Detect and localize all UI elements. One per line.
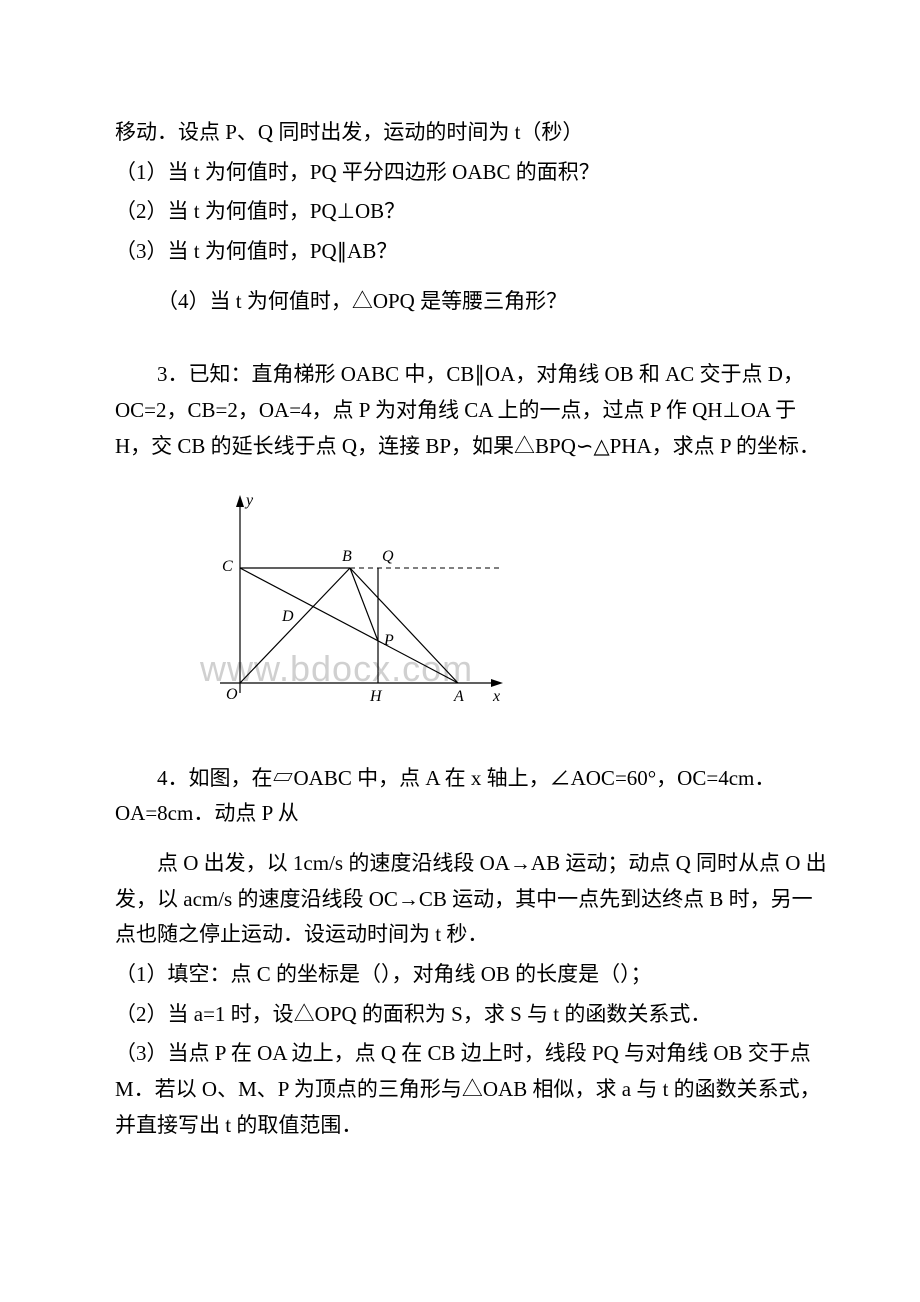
problem4-para1: 点 O 出发，以 1cm/s 的速度沿线段 OA→AB 运动；动点 Q 同时从点…	[115, 846, 830, 953]
label-P: P	[383, 632, 394, 649]
label-O: O	[226, 686, 238, 703]
problem4-q3: （3）当点 P 在 OA 边上，点 Q 在 CB 边上时，线段 PQ 与对角线 …	[115, 1036, 830, 1143]
label-x: x	[492, 688, 500, 705]
label-B: B	[342, 548, 352, 565]
label-A: A	[453, 688, 464, 705]
problem2-q3: （3）当 t 为何值时，PQ∥AB？	[115, 234, 830, 270]
problem4-q2: （2）当 a=1 时，设△OPQ 的面积为 S，求 S 与 t 的函数关系式．	[115, 997, 830, 1033]
problem2-q2: （2）当 t 为何值时，PQ⊥OB？	[115, 194, 830, 230]
label-H: H	[369, 688, 383, 705]
problem2-q4: （4）当 t 为何值时，△OPQ 是等腰三角形？	[115, 284, 830, 320]
document-content: 移动．设点 P、Q 同时出发，运动的时间为 t（秒） （1）当 t 为何值时，P…	[115, 115, 830, 1143]
label-Q: Q	[382, 548, 394, 565]
problem2-q1: （1）当 t 为何值时，PQ 平分四边形 OABC 的面积？	[115, 155, 830, 191]
label-D: D	[281, 608, 294, 625]
label-y: y	[244, 492, 254, 509]
problem4-intro: 4．如图，在▱OABC 中，点 A 在 x 轴上，∠AOC=60°，OC=4cm…	[115, 761, 830, 832]
geometry-diagram: y x O C B Q D P H A	[210, 483, 630, 743]
problem2-intro: 移动．设点 P、Q 同时出发，运动的时间为 t（秒）	[115, 115, 830, 151]
label-C: C	[222, 558, 233, 575]
problem3-text: 3．已知：直角梯形 OABC 中，CB∥OA，对角线 OB 和 AC 交于点 D…	[115, 357, 830, 464]
problem4-q1: （1）填空：点 C 的坐标是（），对角线 OB 的长度是（）；	[115, 957, 830, 993]
